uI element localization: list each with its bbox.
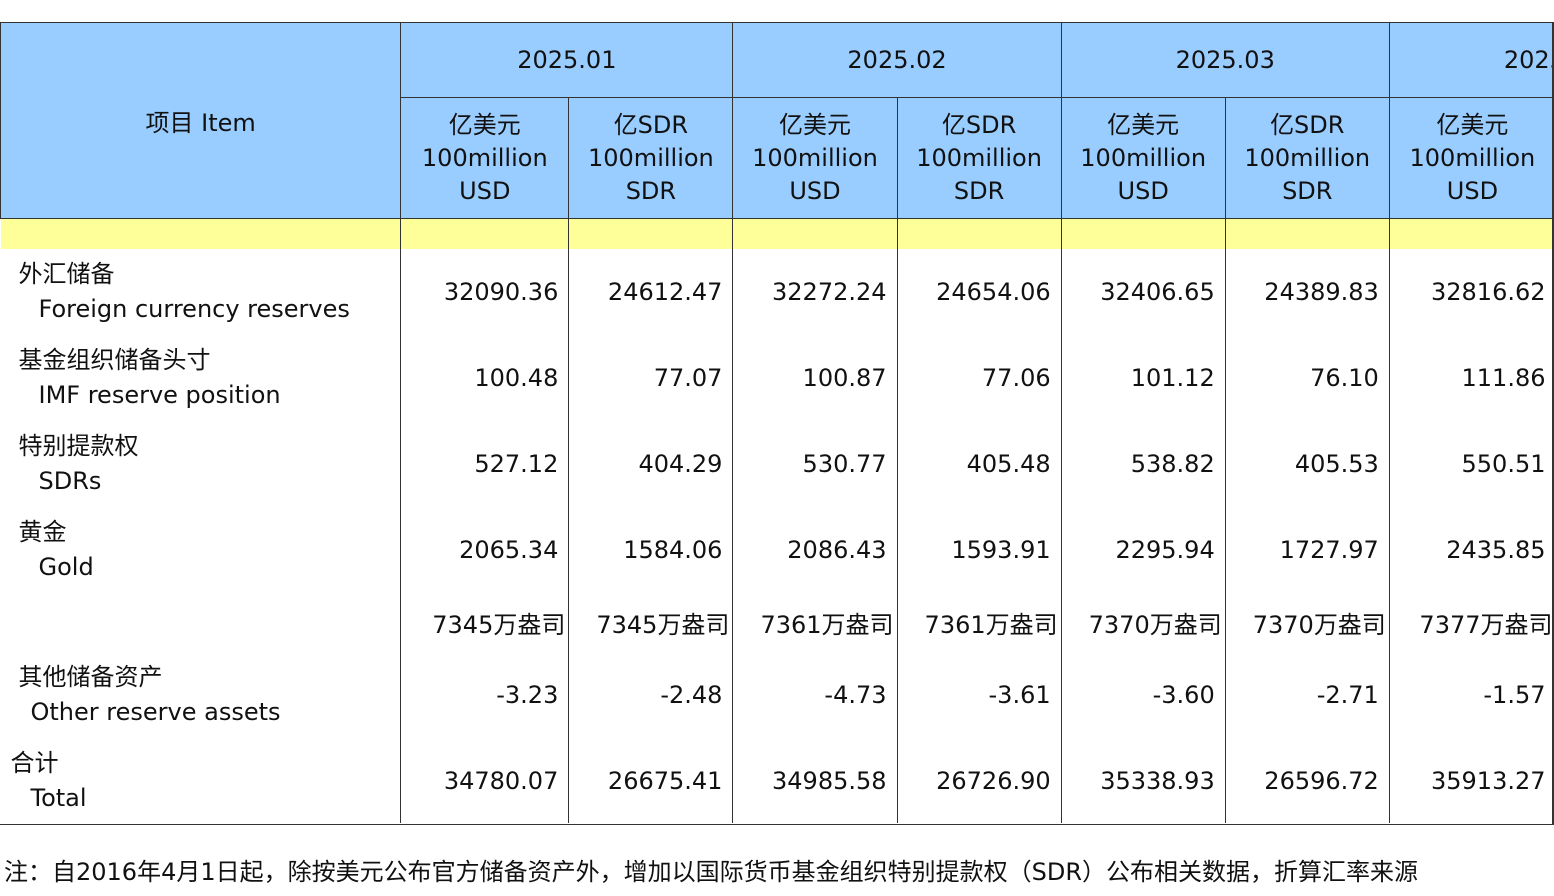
cell-value: 2295.94 — [1060, 507, 1226, 593]
cell-value: 32816.62 — [1388, 249, 1554, 335]
cell-value: 7361万盎司 — [896, 593, 1062, 651]
month-header-2025-04: 2025 — [1388, 22, 1554, 98]
cell-value: 32272.24 — [732, 249, 898, 335]
cell-value: -1.57 — [1388, 651, 1554, 739]
cell-value: -2.71 — [1224, 651, 1390, 739]
cell-value: 7370万盎司 — [1224, 593, 1390, 651]
cell-value: 24654.06 — [896, 249, 1062, 335]
row-label-foreign-currency: 外汇储备 Foreign currency reserves — [18, 260, 350, 323]
cell-value: -3.60 — [1060, 651, 1226, 739]
cell-value: 404.29 — [568, 421, 733, 507]
table-row: 合计 Total 34780.07 26675.41 34985.58 26726… — [1, 739, 1554, 823]
unit-header-usd: 亿美元 100million USD — [1388, 97, 1554, 219]
month-header-2025-02: 2025.02 — [732, 22, 1062, 98]
table-row: 基金组织储备头寸 IMF reserve position 100.48 77.0… — [1, 335, 1554, 421]
unit-header-sdr: 亿SDR 100million SDR — [896, 97, 1062, 219]
cell-value: 32406.65 — [1060, 249, 1226, 335]
cell-value: 26675.41 — [568, 739, 733, 823]
row-label-gold: 黄金 Gold — [18, 518, 94, 581]
cell-value: -4.73 — [732, 651, 898, 739]
item-column-header: 项目 Item — [0, 22, 402, 219]
spacer-row — [0, 218, 1554, 249]
cell-value: 100.48 — [400, 335, 569, 421]
cell-value: 77.06 — [896, 335, 1062, 421]
cell-value: 550.51 — [1388, 421, 1554, 507]
cell-value: 405.48 — [896, 421, 1062, 507]
unit-header-usd: 亿美元 100million USD — [400, 97, 570, 219]
cell-value: 100.87 — [732, 335, 898, 421]
table-row: 外汇储备 Foreign currency reserves 32090.36 2… — [1, 249, 1554, 335]
cell-value: 1727.97 — [1224, 507, 1390, 593]
cell-value: -2.48 — [568, 651, 733, 739]
unit-header-usd: 亿美元 100million USD — [732, 97, 898, 219]
cell-value: 111.86 — [1388, 335, 1554, 421]
table-bottom-border — [0, 824, 1554, 825]
unit-header-sdr: 亿SDR 100million SDR — [1224, 97, 1390, 219]
cell-value: 2086.43 — [732, 507, 898, 593]
cell-value: -3.23 — [400, 651, 569, 739]
cell-value: 77.07 — [568, 335, 733, 421]
cell-value: 34780.07 — [400, 739, 569, 823]
cell-value: 76.10 — [1224, 335, 1390, 421]
reserve-table-container: 项目 Item 2025.01 2025.02 2025.03 2025 亿美元… — [0, 22, 1554, 823]
cell-value: 32090.36 — [400, 249, 569, 335]
cell-value: 1593.91 — [896, 507, 1062, 593]
table-row: 其他储备资产 Other reserve assets -3.23 -2.48 -… — [1, 651, 1554, 739]
month-header-2025-01: 2025.01 — [400, 22, 734, 98]
cell-value: 7370万盎司 — [1060, 593, 1226, 651]
unit-header-usd: 亿美元 100million USD — [1060, 97, 1226, 219]
cell-value: 35913.27 — [1388, 739, 1554, 823]
right-border — [1552, 22, 1554, 825]
cell-value: 527.12 — [400, 421, 569, 507]
cell-value: 26726.90 — [896, 739, 1062, 823]
row-label-total: 合计 Total — [10, 749, 87, 812]
row-label-sdrs: 特别提款权 SDRs — [18, 432, 139, 495]
cell-value: 24389.83 — [1224, 249, 1390, 335]
cell-value: 7345万盎司 — [568, 593, 733, 651]
cell-value: 538.82 — [1060, 421, 1226, 507]
row-label-imf-position: 基金组织储备头寸 IMF reserve position — [18, 346, 281, 409]
footnote: 注：自2016年4月1日起，除按美元公布官方储备资产外，增加以国际货币基金组织特… — [4, 858, 1419, 886]
official-reserve-assets-table: 项目 Item 2025.01 2025.02 2025.03 2025 亿美元… — [0, 22, 1554, 823]
table-row: 黄金 Gold 2065.34 1584.06 2086.43 1593.91 2… — [1, 507, 1554, 593]
cell-value: 7345万盎司 — [400, 593, 569, 651]
month-header-2025-03: 2025.03 — [1060, 22, 1390, 98]
table-row: 7345万盎司 7345万盎司 7361万盎司 7361万盎司 7370万盎司 … — [1, 593, 1554, 651]
cell-value: 35338.93 — [1060, 739, 1226, 823]
cell-value: -3.61 — [896, 651, 1062, 739]
cell-value: 34985.58 — [732, 739, 898, 823]
row-label-gold-ounces — [1, 593, 401, 651]
row-label-other-reserve-assets: 其他储备资产 Other reserve assets — [18, 663, 281, 726]
cell-value: 26596.72 — [1224, 739, 1390, 823]
unit-header-sdr: 亿SDR 100million SDR — [568, 97, 734, 219]
cell-value: 101.12 — [1060, 335, 1226, 421]
cell-value: 24612.47 — [568, 249, 733, 335]
cell-value: 405.53 — [1224, 421, 1390, 507]
cell-value: 7361万盎司 — [732, 593, 898, 651]
cell-value: 7377万盎司 — [1388, 593, 1554, 651]
cell-value: 2065.34 — [400, 507, 569, 593]
cell-value: 1584.06 — [568, 507, 733, 593]
cell-value: 2435.85 — [1388, 507, 1554, 593]
table-row: 特别提款权 SDRs 527.12 404.29 530.77 405.48 53… — [1, 421, 1554, 507]
cell-value: 530.77 — [732, 421, 898, 507]
